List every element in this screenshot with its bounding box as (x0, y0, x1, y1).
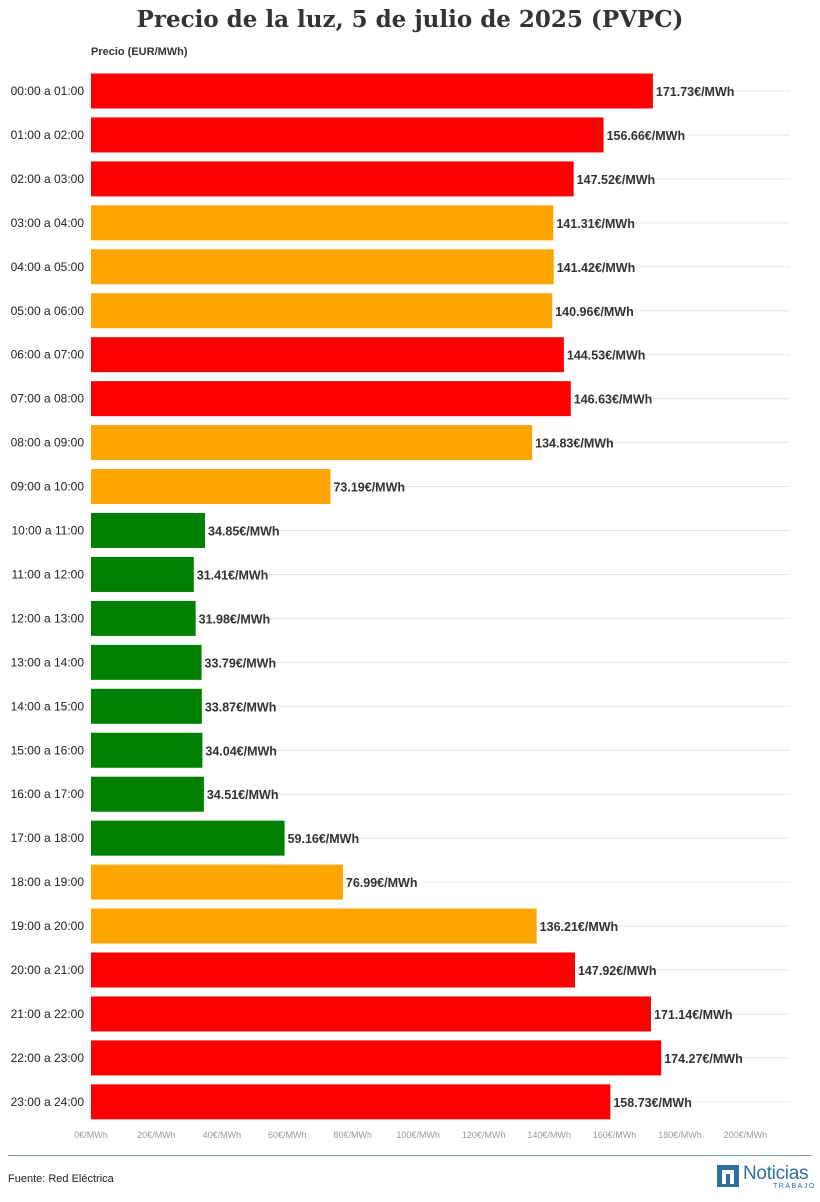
value-label: 147.92€/MWh (578, 964, 657, 978)
category-label: 21:00 a 22:00 (11, 1007, 85, 1021)
value-label: 136.21€/MWh (540, 920, 619, 934)
bar (91, 249, 554, 285)
value-label: 134.83€/MWh (535, 437, 614, 451)
value-label: 141.31€/MWh (556, 217, 635, 231)
bar (91, 117, 604, 153)
bar-chart: 00:00 a 01:00 01:00 a 02:00 02:00 a 03:00 0… (11, 73, 790, 1140)
category-label: 14:00 a 15:00 (11, 699, 85, 713)
value-label: 33.87€/MWh (205, 700, 277, 714)
tick-label: 180€/MWh (658, 1130, 702, 1140)
bar (91, 644, 202, 680)
bar (91, 425, 533, 461)
value-label: 144.53€/MWh (567, 349, 646, 363)
value-label: 146.63€/MWh (574, 393, 653, 407)
value-label: 34.51€/MWh (207, 788, 279, 802)
bar (91, 952, 575, 988)
value-label: 31.98€/MWh (199, 612, 271, 626)
category-label: 05:00 a 06:00 (11, 304, 85, 318)
bar (91, 161, 574, 197)
bars (91, 73, 662, 1120)
category-label: 09:00 a 10:00 (11, 480, 85, 494)
category-labels: 00:00 a 01:00 01:00 a 02:00 02:00 a 03:00 0… (11, 84, 85, 1109)
tick-label: 40€/MWh (203, 1130, 242, 1140)
value-label: 174.27€/MWh (664, 1052, 743, 1066)
x-axis-ticks: 0€/MWh 20€/MWh 40€/MWh 60€/MWh 80€/MWh 100€/M… (74, 1130, 767, 1140)
logo-mark-icon (717, 1165, 739, 1187)
tick-label: 100€/MWh (396, 1130, 440, 1140)
category-label: 11:00 a 12:00 (11, 567, 84, 581)
bar (91, 864, 343, 900)
bar (91, 337, 564, 373)
tick-label: 160€/MWh (593, 1130, 637, 1140)
bar (91, 1040, 662, 1076)
value-label: 140.96€/MWh (555, 305, 634, 319)
bar (91, 205, 554, 241)
category-label: 20:00 a 21:00 (11, 963, 85, 977)
category-label: 19:00 a 20:00 (11, 919, 85, 933)
logo-subtitle: TRABAJO (773, 1183, 816, 1190)
category-label: 13:00 a 14:00 (11, 655, 85, 669)
logo-wordmark: Noticias (743, 1163, 809, 1184)
value-label: 31.41€/MWh (197, 568, 269, 582)
value-label: 141.42€/MWh (557, 261, 636, 275)
bar (91, 469, 331, 505)
bar (91, 1084, 611, 1120)
value-label: 73.19€/MWh (333, 481, 405, 495)
value-label: 171.73€/MWh (656, 85, 735, 99)
category-label: 06:00 a 07:00 (11, 348, 85, 362)
tick-label: 60€/MWh (268, 1130, 307, 1140)
category-label: 17:00 a 18:00 (11, 831, 85, 845)
category-label: 07:00 a 08:00 (11, 392, 85, 406)
category-label: 08:00 a 09:00 (11, 436, 85, 450)
bar (91, 996, 651, 1032)
category-label: 03:00 a 04:00 (11, 216, 85, 230)
category-label: 12:00 a 13:00 (11, 611, 85, 625)
category-label: 15:00 a 16:00 (11, 743, 85, 757)
category-label: 16:00 a 17:00 (11, 787, 85, 801)
value-label: 59.16€/MWh (288, 832, 360, 846)
bar (91, 820, 285, 856)
footer-divider (8, 1155, 812, 1156)
value-label: 33.79€/MWh (205, 656, 277, 670)
value-label: 156.66€/MWh (607, 129, 686, 143)
bar (91, 776, 204, 812)
bar (91, 381, 571, 417)
category-label: 02:00 a 03:00 (11, 172, 85, 186)
chart-title: Precio de la luz, 5 de julio de 2025 (PV… (136, 6, 684, 33)
tick-label: 120€/MWh (462, 1130, 506, 1140)
brand-logo[interactable]: Noticias TRABAJO (717, 1163, 816, 1191)
bar (91, 908, 537, 944)
category-label: 22:00 a 23:00 (11, 1051, 85, 1065)
category-label: 18:00 a 19:00 (11, 875, 85, 889)
tick-label: 80€/MWh (334, 1130, 373, 1140)
category-label: 10:00 a 11:00 (11, 524, 84, 538)
bar (91, 600, 196, 636)
bar (91, 688, 202, 724)
value-label: 158.73€/MWh (613, 1096, 692, 1110)
grid-lines (91, 90, 790, 1103)
value-label: 171.14€/MWh (654, 1008, 733, 1022)
value-label: 76.99€/MWh (346, 876, 418, 890)
bar (91, 732, 203, 768)
value-label: 34.04€/MWh (205, 744, 277, 758)
tick-label: 0€/MWh (74, 1130, 108, 1140)
category-label: 01:00 a 02:00 (11, 128, 85, 142)
category-label: 04:00 a 05:00 (11, 260, 85, 274)
bar (91, 513, 206, 548)
bar (91, 556, 194, 592)
value-label: 34.85€/MWh (208, 525, 280, 539)
tick-label: 200€/MWh (724, 1130, 768, 1140)
category-label: 00:00 a 01:00 (11, 84, 85, 98)
bar (91, 293, 553, 329)
category-label: 23:00 a 24:00 (11, 1095, 85, 1109)
source-note: Fuente: Red Eléctrica (8, 1173, 114, 1185)
x-axis-label: Precio (EUR/MWh) (91, 46, 188, 58)
value-label: 147.52€/MWh (577, 173, 656, 187)
tick-label: 140€/MWh (527, 1130, 571, 1140)
tick-label: 20€/MWh (137, 1130, 176, 1140)
bar (91, 73, 653, 109)
value-labels: 171.73€/MWh 156.66€/MWh 147.52€/MWh 141.31€… (197, 85, 743, 1110)
